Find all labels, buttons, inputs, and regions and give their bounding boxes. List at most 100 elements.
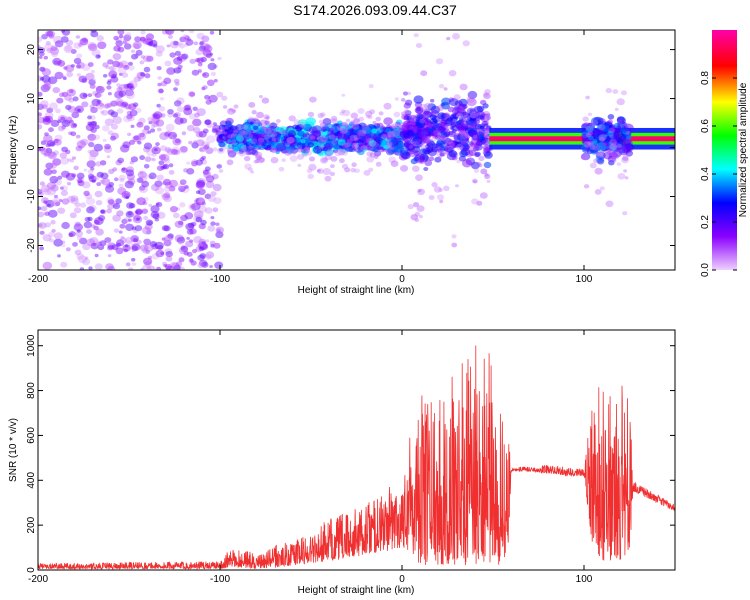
spectrogram-point bbox=[481, 127, 487, 132]
spectrogram-point bbox=[134, 36, 142, 43]
spectrogram-point bbox=[195, 215, 204, 222]
spectrogram-point bbox=[83, 190, 90, 196]
x-tick-label: -200 bbox=[28, 274, 48, 285]
spectrogram-point bbox=[122, 244, 131, 252]
spectrogram-point bbox=[158, 88, 164, 94]
spectrogram-point bbox=[238, 149, 244, 154]
spectrogram-point bbox=[77, 180, 85, 187]
spectrogram-point bbox=[419, 215, 423, 219]
spectrogram-point bbox=[112, 60, 121, 68]
spectrogram-point bbox=[88, 266, 93, 270]
spectrogram-point bbox=[177, 64, 183, 69]
spectrogram-point bbox=[87, 149, 92, 154]
spectrogram-point bbox=[175, 82, 180, 86]
spectrogram-point bbox=[212, 147, 218, 152]
spectrogram-point bbox=[102, 125, 110, 132]
spectrogram-point bbox=[297, 154, 304, 160]
spectrogram-point bbox=[157, 245, 164, 250]
spectrogram-point bbox=[152, 121, 160, 128]
spectrogram-point bbox=[72, 96, 79, 102]
spectrogram-point bbox=[121, 218, 128, 225]
spectrogram-point bbox=[595, 151, 606, 160]
spectrogram-point bbox=[107, 79, 112, 83]
spectrogram-point bbox=[402, 122, 413, 132]
spectrogram-point bbox=[474, 151, 481, 157]
spectrogram-point bbox=[143, 243, 154, 252]
spectrogram-point bbox=[106, 80, 112, 85]
spectrogram-point bbox=[241, 124, 248, 130]
spectrogram-point bbox=[198, 205, 207, 213]
spectrogram-point bbox=[356, 131, 363, 137]
spectrogram-point bbox=[292, 151, 297, 155]
spectrogram-point bbox=[38, 61, 41, 66]
spectrogram-point bbox=[38, 223, 43, 228]
spectrogram-point bbox=[613, 153, 620, 159]
spectrogram-point bbox=[211, 173, 219, 180]
spectrogram-point bbox=[485, 113, 491, 118]
spectrogram-point bbox=[593, 144, 601, 152]
spectrogram-point bbox=[150, 205, 160, 213]
spectrogram-point bbox=[165, 251, 173, 258]
spectrogram-point bbox=[82, 243, 91, 251]
spectrogram-point bbox=[40, 84, 50, 93]
spectrogram-point bbox=[474, 152, 480, 158]
spectrogram-point bbox=[193, 210, 204, 219]
spectrogram-point bbox=[599, 136, 605, 142]
spectrogram-point bbox=[61, 91, 69, 98]
spectrogram-point bbox=[366, 156, 375, 163]
spectrogram-point bbox=[188, 30, 195, 34]
spectrogram-point bbox=[232, 134, 237, 138]
spectrogram-point bbox=[183, 104, 191, 111]
spectrogram-point bbox=[139, 132, 145, 138]
spectrogram-point bbox=[176, 67, 183, 73]
spectrogram-point bbox=[258, 157, 266, 163]
spectrogram-point bbox=[433, 186, 442, 193]
spectrogram-point bbox=[53, 238, 63, 247]
spectrogram-point bbox=[206, 135, 216, 144]
spectrogram-point bbox=[202, 49, 212, 58]
spectrogram-frame bbox=[37, 29, 676, 271]
spectrogram-point bbox=[386, 144, 392, 149]
spectrogram-point bbox=[372, 141, 379, 148]
spectrogram-point bbox=[105, 65, 110, 70]
spectrogram-point bbox=[378, 147, 385, 153]
spectrogram-point bbox=[57, 175, 63, 180]
spectrogram-point bbox=[434, 134, 441, 140]
spectrogram-point bbox=[220, 126, 226, 131]
spectrogram-point bbox=[471, 198, 479, 205]
spectrogram-point bbox=[99, 160, 107, 166]
spectrogram-point bbox=[322, 168, 331, 175]
spectrogram-point bbox=[339, 158, 345, 164]
spectrogram-point bbox=[39, 66, 46, 72]
spectrogram-point bbox=[123, 248, 128, 253]
spectrogram-point bbox=[87, 121, 92, 126]
spectrogram-point bbox=[162, 181, 167, 186]
spectrogram-point bbox=[215, 231, 224, 239]
spectrogram-point bbox=[468, 129, 477, 137]
spectrogram-point bbox=[164, 130, 172, 137]
spectrogram-point bbox=[600, 124, 610, 132]
spectrogram-point bbox=[478, 135, 485, 140]
spectrogram-point bbox=[49, 141, 56, 147]
spectrogram-point bbox=[374, 150, 382, 157]
spectrogram-point bbox=[134, 53, 140, 58]
spectrogram-point bbox=[101, 109, 109, 116]
spectrogram-point bbox=[169, 52, 176, 58]
spectrogram-point bbox=[255, 158, 260, 163]
spectrogram-point bbox=[156, 266, 162, 270]
spectrogram-point bbox=[179, 117, 188, 124]
spectrogram-point bbox=[250, 170, 254, 174]
spectrogram-point bbox=[456, 112, 464, 119]
spectrogram-point bbox=[196, 32, 205, 40]
spectrogram-point bbox=[125, 210, 134, 218]
spectrogram-point bbox=[74, 202, 81, 208]
spectrogram-point bbox=[196, 182, 204, 189]
spectrogram-point bbox=[580, 154, 588, 160]
spectrogram-point bbox=[68, 97, 75, 103]
spectrogram-point bbox=[68, 131, 73, 135]
spectrogram-point bbox=[366, 114, 371, 119]
spectrogram-point bbox=[90, 69, 95, 74]
spectrogram-point bbox=[201, 240, 206, 245]
spectrogram-point bbox=[611, 142, 620, 149]
